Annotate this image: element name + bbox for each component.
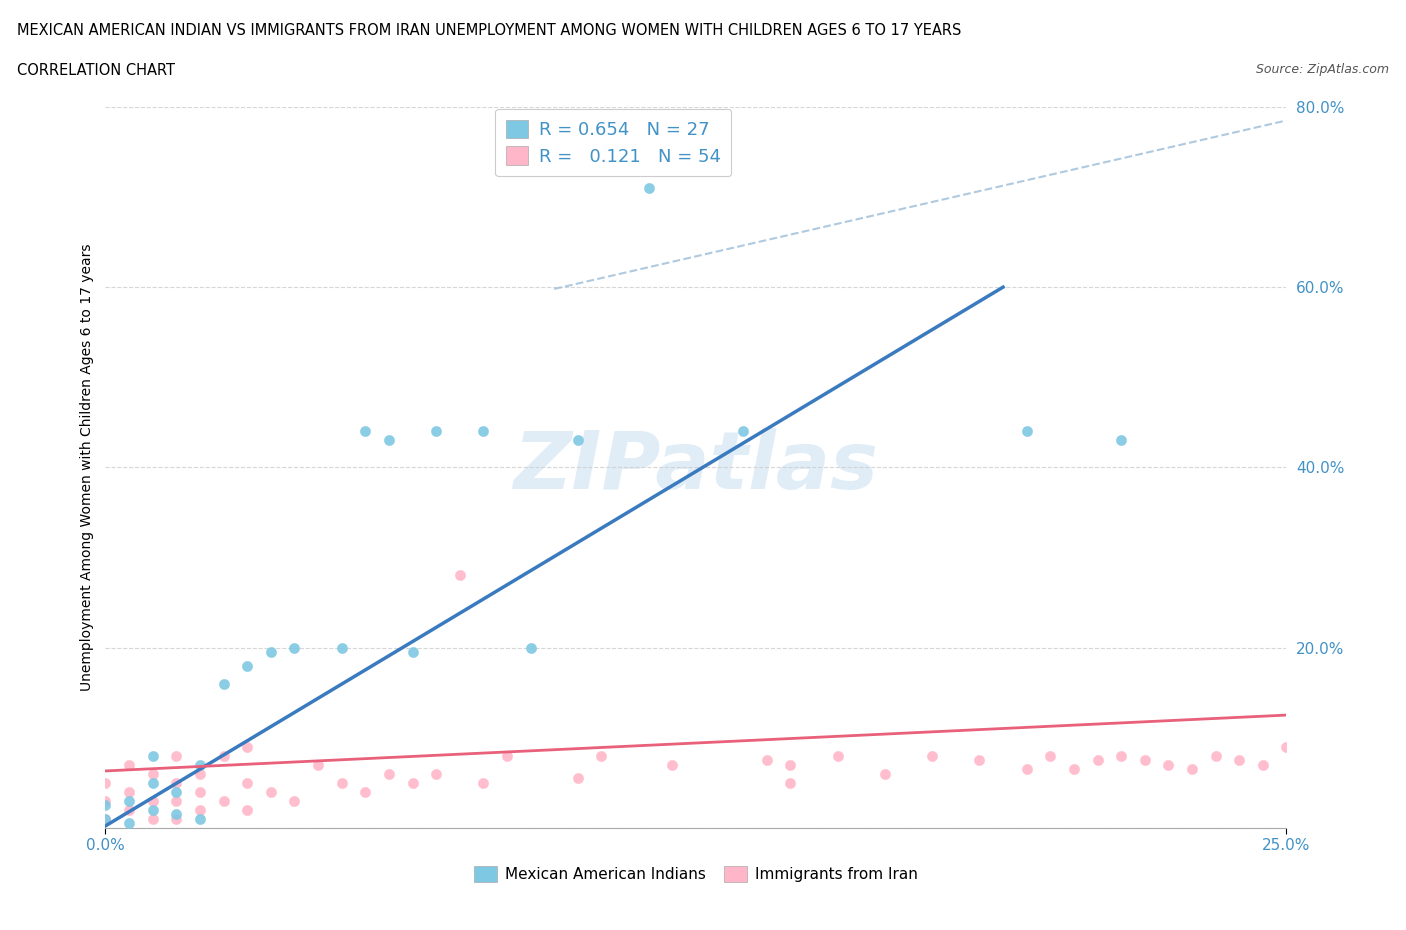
Point <box>354 424 377 439</box>
Point <box>425 424 447 439</box>
Point <box>1087 752 1109 767</box>
Point <box>567 432 589 447</box>
Point <box>165 748 187 763</box>
Point <box>212 793 235 808</box>
Point <box>425 766 447 781</box>
Point <box>118 793 141 808</box>
Point <box>165 811 187 826</box>
Point <box>969 752 991 767</box>
Point <box>94 811 117 826</box>
Point <box>307 757 329 772</box>
Point <box>472 424 495 439</box>
Point <box>142 803 165 817</box>
Point <box>921 748 943 763</box>
Point <box>236 776 259 790</box>
Point <box>283 640 305 655</box>
Point <box>260 784 283 799</box>
Point <box>496 748 519 763</box>
Point <box>260 644 283 659</box>
Point <box>1251 757 1274 772</box>
Text: ZIPatlas: ZIPatlas <box>513 429 879 506</box>
Legend: Mexican American Indians, Immigrants from Iran: Mexican American Indians, Immigrants fro… <box>468 860 924 888</box>
Point <box>118 816 141 830</box>
Point <box>188 757 211 772</box>
Point <box>1157 757 1180 772</box>
Point <box>236 658 259 673</box>
Point <box>354 784 377 799</box>
Point <box>637 180 659 195</box>
Y-axis label: Unemployment Among Women with Children Ages 6 to 17 years: Unemployment Among Women with Children A… <box>80 244 94 691</box>
Point <box>330 776 353 790</box>
Point <box>165 806 187 821</box>
Point <box>1133 752 1156 767</box>
Point <box>118 803 141 817</box>
Point <box>142 793 165 808</box>
Point <box>236 803 259 817</box>
Point <box>1015 424 1038 439</box>
Point <box>330 640 353 655</box>
Point <box>1063 762 1085 777</box>
Point <box>165 776 187 790</box>
Point <box>212 676 235 691</box>
Point <box>591 748 613 763</box>
Point <box>212 748 235 763</box>
Point <box>94 776 117 790</box>
Point <box>1227 752 1250 767</box>
Point <box>1275 739 1298 754</box>
Point <box>165 793 187 808</box>
Point <box>661 757 683 772</box>
Point <box>733 424 755 439</box>
Point <box>1015 762 1038 777</box>
Point <box>188 811 211 826</box>
Point <box>142 811 165 826</box>
Point <box>519 640 541 655</box>
Point <box>873 766 896 781</box>
Point <box>283 793 305 808</box>
Point <box>94 798 117 813</box>
Point <box>118 757 141 772</box>
Point <box>401 776 423 790</box>
Point <box>188 766 211 781</box>
Point <box>567 771 589 786</box>
Point <box>142 776 165 790</box>
Point <box>94 793 117 808</box>
Point <box>1205 748 1227 763</box>
Point <box>188 784 211 799</box>
Point <box>1181 762 1204 777</box>
Point <box>236 739 259 754</box>
Point <box>118 784 141 799</box>
Point <box>449 568 471 583</box>
Point <box>755 752 778 767</box>
Point <box>1039 748 1062 763</box>
Point <box>188 803 211 817</box>
Point <box>1109 432 1132 447</box>
Point <box>472 776 495 790</box>
Point <box>165 784 187 799</box>
Point <box>1109 748 1132 763</box>
Text: MEXICAN AMERICAN INDIAN VS IMMIGRANTS FROM IRAN UNEMPLOYMENT AMONG WOMEN WITH CH: MEXICAN AMERICAN INDIAN VS IMMIGRANTS FR… <box>17 23 962 38</box>
Text: CORRELATION CHART: CORRELATION CHART <box>17 63 174 78</box>
Point <box>94 811 117 826</box>
Point <box>378 432 401 447</box>
Point <box>779 757 801 772</box>
Point <box>142 766 165 781</box>
Point <box>401 644 423 659</box>
Text: Source: ZipAtlas.com: Source: ZipAtlas.com <box>1256 63 1389 76</box>
Point <box>378 766 401 781</box>
Point <box>142 748 165 763</box>
Point <box>827 748 849 763</box>
Point <box>779 776 801 790</box>
